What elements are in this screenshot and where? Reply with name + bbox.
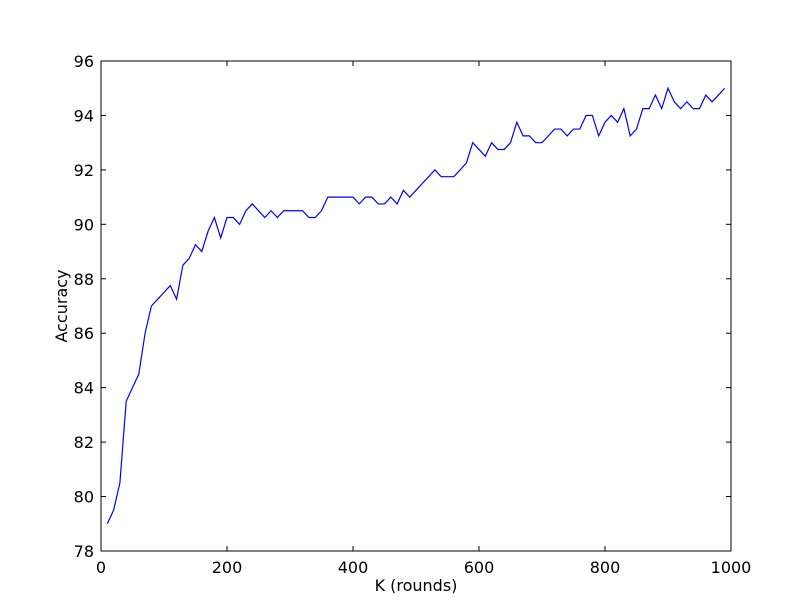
plot-frame xyxy=(100,60,732,552)
x-tick-label: 1000 xyxy=(711,558,752,577)
y-axis-label: Accuracy xyxy=(52,269,71,342)
x-tick-label: 0 xyxy=(96,558,106,577)
y-tick-label: 78 xyxy=(74,542,94,561)
y-tick-label: 86 xyxy=(74,324,94,343)
axis-ticks xyxy=(100,60,732,552)
y-tick-label: 82 xyxy=(74,433,94,452)
x-tick-label: 800 xyxy=(590,558,621,577)
y-tick-label: 80 xyxy=(74,488,94,507)
axis-tick-labels: 0 200 400 600 800 1000 78 80 82 84 86 88 90 92 94 96 xyxy=(74,52,752,577)
y-tick-label: 92 xyxy=(74,161,94,180)
y-tick-label: 84 xyxy=(74,379,94,398)
series-line xyxy=(106,86,726,525)
x-tick-label: 400 xyxy=(338,558,369,577)
y-tick-label: 94 xyxy=(74,106,94,125)
y-tick-label: 96 xyxy=(74,52,94,71)
y-tick-label: 90 xyxy=(74,215,94,234)
x-tick-label: 200 xyxy=(212,558,243,577)
y-tick-label: 88 xyxy=(74,270,94,289)
x-axis-label: K (rounds) xyxy=(375,576,458,595)
x-tick-label: 600 xyxy=(464,558,495,577)
